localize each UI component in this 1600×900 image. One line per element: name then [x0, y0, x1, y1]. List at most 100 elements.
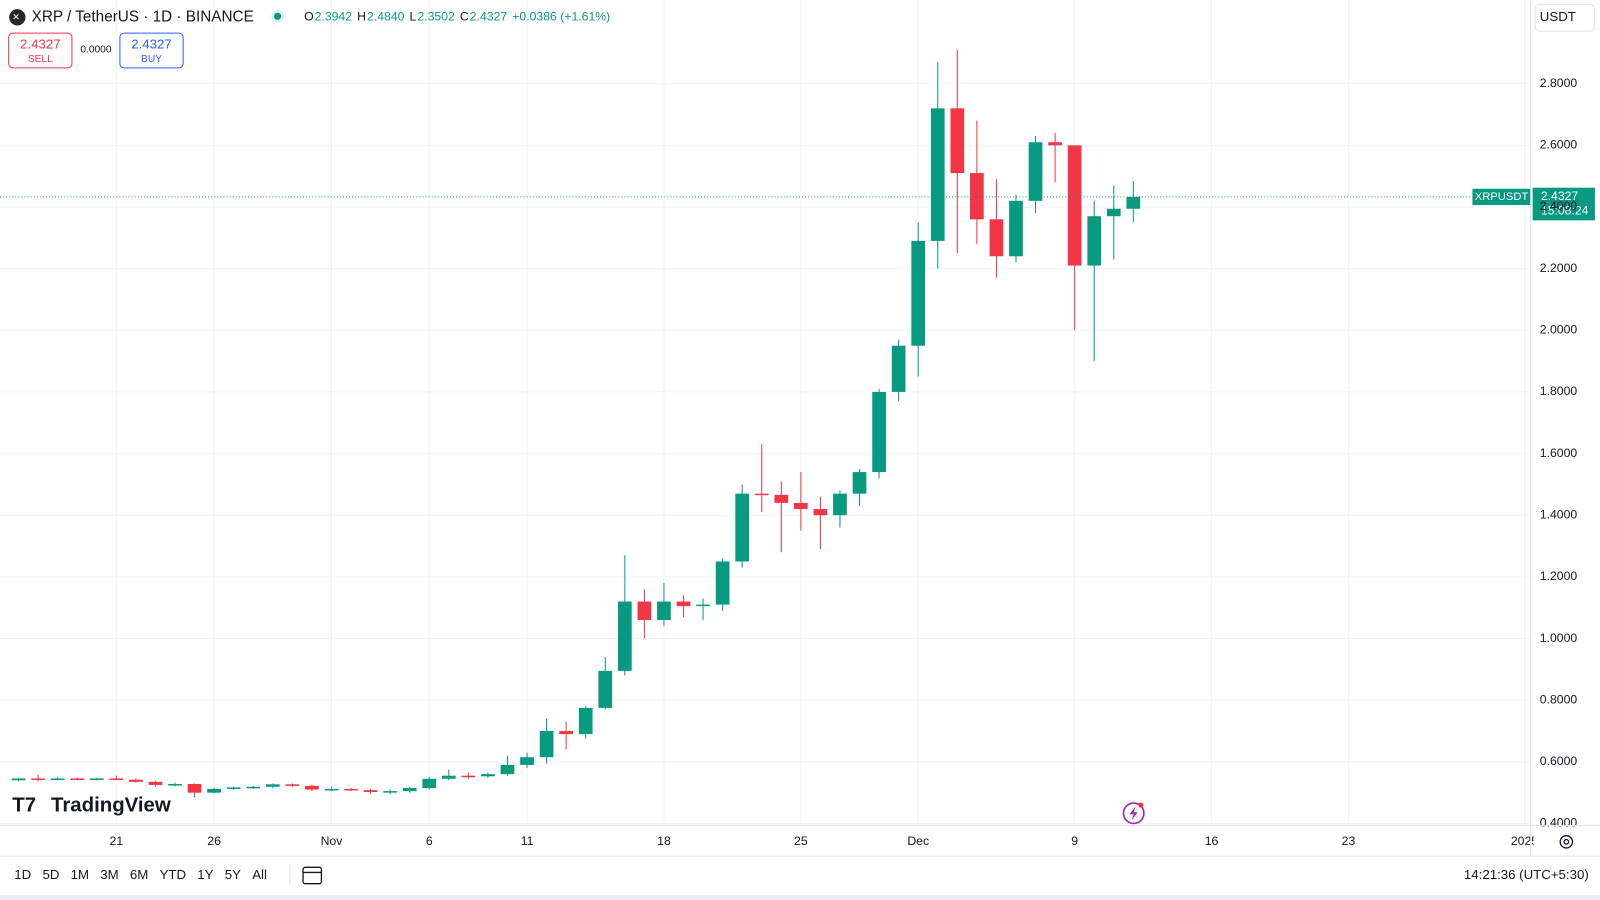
candle-body	[1106, 208, 1121, 217]
x-tick-label: 11	[521, 834, 534, 848]
bottom-strip	[0, 894, 1600, 900]
x-tick-label: 9	[1071, 834, 1078, 848]
date-range-icon[interactable]	[302, 866, 323, 885]
candle-body	[911, 240, 926, 346]
brand: TradingView	[51, 795, 171, 817]
flash-icon[interactable]	[1122, 802, 1145, 825]
candle-body	[89, 778, 104, 780]
symbol-icon	[9, 9, 26, 26]
range-button[interactable]: 6M	[130, 867, 148, 882]
price-tag-value: 2.4327	[1541, 189, 1579, 203]
y-tick-label: 0.8000	[1540, 692, 1578, 706]
range-button[interactable]: 1M	[71, 867, 89, 882]
price-tag	[1532, 187, 1595, 221]
candle-body	[833, 493, 847, 516]
candle-body	[794, 502, 808, 510]
settings-icon-center	[1563, 838, 1570, 845]
price-tag-countdown: 15:08:24	[1541, 203, 1589, 217]
ohlc-value: 2.4840	[367, 10, 405, 24]
range-button[interactable]: 3M	[100, 867, 118, 882]
range-button[interactable]: All	[252, 867, 267, 882]
candle-body	[578, 707, 593, 735]
candle-body	[265, 784, 280, 787]
candle-body	[285, 784, 300, 786]
candle-body	[1048, 142, 1062, 146]
candle-body	[754, 493, 769, 496]
candle-body	[1067, 145, 1082, 266]
candle-body	[676, 601, 691, 607]
candle-body	[441, 775, 456, 779]
buy-price: 2.4327	[131, 36, 172, 51]
y-tick-label: 0.6000	[1540, 754, 1578, 768]
buy-button[interactable]	[119, 32, 184, 69]
candle-body	[481, 774, 495, 777]
candle-body	[657, 601, 671, 621]
x-axis: 21 26 Nov 6 11 18 25 Dec 9 16 23 2025	[110, 834, 1534, 848]
y-tick-label: 2.4000	[1540, 199, 1578, 213]
status-dot	[273, 12, 282, 20]
flash-badge	[1138, 802, 1144, 808]
candle-body	[344, 788, 358, 791]
range-button[interactable]: 5D	[42, 867, 59, 882]
currency-button[interactable]	[1534, 4, 1595, 32]
y-tick-label: 2.6000	[1540, 138, 1578, 152]
candle-body	[363, 790, 378, 793]
x-tick-label: 26	[207, 834, 221, 848]
y-tick-label: 2.0000	[1540, 323, 1578, 337]
y-axis: 0.4000 0.6000 0.8000 1.0000 1.2000 1.4000 1.60…	[1540, 76, 1578, 830]
ohlc-legend: O 2.3942 H 2.4840 L 2.3502 C 2.4327 +0.0386 (+1.…	[304, 10, 610, 24]
ohlc-name: O	[304, 10, 314, 24]
candle-body	[226, 787, 241, 789]
settings-icon[interactable]	[1559, 835, 1574, 849]
x-tick-label: 23	[1342, 834, 1356, 848]
candle-body	[970, 173, 984, 220]
candle-body	[1087, 216, 1102, 266]
candle-body	[1028, 142, 1043, 201]
sell-button[interactable]	[8, 32, 73, 69]
y-tick-label: 2.2000	[1540, 261, 1578, 275]
brand-logo: T7	[12, 795, 36, 817]
grid	[0, 0, 1531, 826]
candle-body	[383, 791, 397, 793]
candle-body	[148, 781, 163, 785]
y-tick-label: 1.6000	[1540, 446, 1578, 460]
candle-body	[891, 345, 906, 392]
candle-body	[520, 757, 534, 765]
candle-body	[31, 778, 45, 780]
range-button[interactable]: 5Y	[225, 867, 241, 882]
range-button[interactable]: 1D	[14, 867, 31, 882]
y-tick-label: 1.0000	[1540, 631, 1578, 645]
candle-body	[109, 778, 124, 780]
candle-body	[461, 775, 476, 778]
candle-body	[1126, 196, 1141, 209]
y-tick-label: 1.8000	[1540, 384, 1578, 398]
candle-body	[539, 730, 554, 758]
candle-body	[402, 788, 417, 792]
ohlc-change: +0.0386 (+1.61%)	[512, 10, 610, 24]
candle-body	[715, 561, 730, 605]
x-tick-label: 6	[426, 834, 433, 848]
x-tick-label: 21	[110, 834, 124, 848]
range-button[interactable]: YTD	[160, 867, 187, 882]
spread: 0.0000	[80, 45, 111, 56]
y-tick-label: 1.4000	[1540, 507, 1578, 521]
flash-bolt	[1129, 806, 1138, 821]
y-tick-label: 0.4000	[1540, 816, 1578, 830]
candle-body	[187, 784, 202, 793]
sell-price: 2.4327	[20, 36, 61, 51]
x-tick-label: Dec	[907, 834, 929, 848]
candle-body	[872, 391, 886, 473]
candle-body	[50, 778, 65, 780]
x-tick-label: 18	[657, 834, 671, 848]
candle-body	[129, 779, 143, 782]
candle-body	[950, 108, 965, 174]
ohlc-value: 2.4327	[470, 10, 508, 24]
clock: 14:21:36 (UTC+5:30)	[1464, 867, 1589, 882]
candle-body	[324, 788, 339, 791]
ohlc-value: 2.3942	[315, 10, 353, 24]
candle-body	[696, 604, 710, 607]
range-button[interactable]: 1Y	[197, 867, 213, 882]
